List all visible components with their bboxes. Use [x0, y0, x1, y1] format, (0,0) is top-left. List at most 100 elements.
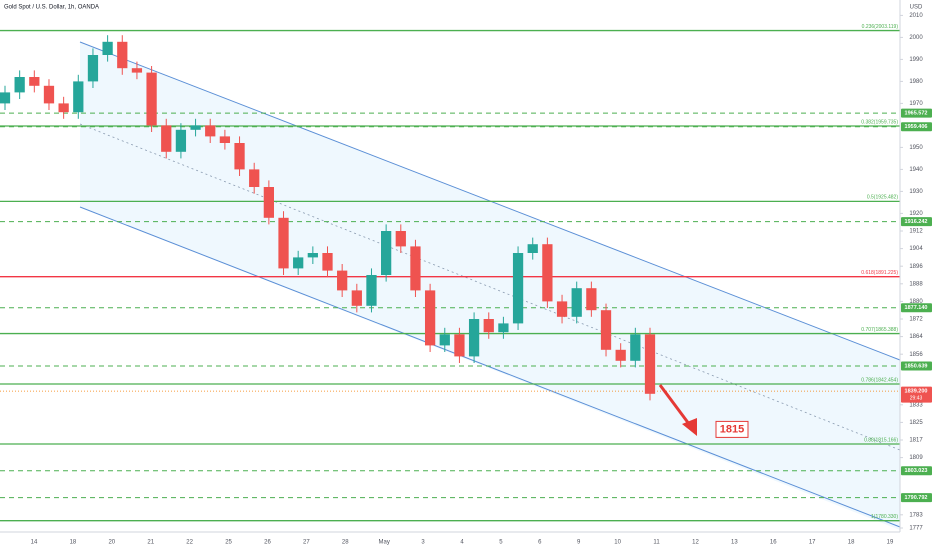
- last-price-badge: [901, 386, 932, 403]
- x-tick-label: 14: [31, 540, 38, 546]
- price-axis: [900, 0, 932, 550]
- y-tick-label: 1950: [909, 145, 923, 151]
- fib-label: 0.786(1842.454): [861, 377, 898, 383]
- target-box: [715, 420, 749, 438]
- price-badge: [901, 303, 932, 313]
- candle-body: [512, 253, 524, 324]
- x-tick-label: 26: [264, 540, 271, 546]
- x-tick-label: 16: [770, 540, 777, 546]
- y-tick-label: 1817: [909, 438, 923, 444]
- countdown: 29:43: [910, 395, 923, 401]
- candle-body: [600, 310, 612, 350]
- x-tick-label: 4: [460, 540, 464, 546]
- candle-body: [586, 288, 597, 311]
- candle-body: [175, 129, 187, 152]
- target-label: 1815: [720, 423, 744, 435]
- y-tick-label: 1880: [909, 299, 923, 305]
- candle-body: [73, 81, 84, 113]
- candle-body: [454, 334, 465, 357]
- channel-mid: [79, 123, 901, 451]
- y-tick-label: 1783: [909, 512, 923, 518]
- x-tick-label: 3: [421, 540, 425, 546]
- candle-body: [337, 270, 348, 291]
- candle-body: [556, 301, 568, 317]
- price-badge-label: 1877.140: [905, 305, 928, 311]
- candle-body: [29, 77, 40, 86]
- price-badge: [901, 493, 932, 503]
- y-tick-label: 1970: [909, 101, 923, 107]
- candle-body: [190, 125, 201, 130]
- y-tick-label: 2010: [909, 13, 923, 19]
- candle-body: [307, 253, 318, 258]
- y-tick-label: 1920: [909, 211, 923, 217]
- candle-body: [644, 334, 656, 394]
- price-badge: [901, 122, 932, 132]
- candle-body: [43, 85, 55, 104]
- candle-body: [527, 244, 538, 253]
- channel-lower: [79, 206, 901, 528]
- candle-body: [410, 246, 421, 291]
- x-tick-label: 28: [342, 540, 349, 546]
- y-tick-label: 1872: [909, 317, 923, 323]
- price-badge-label: 1803.023: [905, 468, 928, 474]
- x-tick-label: 18: [848, 540, 855, 546]
- x-tick-label: 10: [614, 540, 621, 546]
- x-tick-label: 17: [809, 540, 816, 546]
- candle-body: [263, 187, 274, 218]
- fib-label: 0.618(1891.225): [861, 270, 898, 276]
- candle-body: [498, 323, 509, 333]
- candle-body: [542, 244, 553, 302]
- currency: USD: [910, 5, 923, 11]
- y-tick-label: 1990: [909, 57, 923, 63]
- y-tick-label: 1888: [909, 281, 923, 287]
- candle-body: [249, 169, 260, 187]
- y-tick-label: 1904: [909, 246, 923, 252]
- time-axis: [0, 532, 900, 550]
- x-tick-label: 5: [499, 540, 503, 546]
- y-tick-label: 1940: [909, 167, 923, 173]
- y-tick-label: 1856: [909, 352, 923, 358]
- y-tick-label: 1980: [909, 79, 923, 85]
- price-badge-label: 1965.572: [905, 111, 928, 117]
- candle-body: [205, 125, 216, 137]
- y-tick-label: 1825: [909, 420, 923, 426]
- x-tick-label: May: [379, 540, 390, 546]
- x-tick-label: 18: [70, 540, 77, 546]
- candle-body: [234, 143, 245, 170]
- x-tick-label: 11: [653, 540, 660, 546]
- y-tick-label: 1864: [909, 334, 923, 340]
- candle-body: [483, 319, 494, 333]
- x-tick-label: 13: [731, 540, 738, 546]
- x-tick-label: 20: [108, 540, 115, 546]
- y-tick-label: 1809: [909, 455, 923, 461]
- x-tick-label: 27: [303, 540, 310, 546]
- x-tick-label: 22: [186, 540, 193, 546]
- price-badge-label: 1790.792: [905, 495, 928, 501]
- price-badge: [901, 466, 932, 476]
- candle-body: [131, 68, 143, 73]
- arrow: [658, 384, 694, 429]
- price-badge-label: 1916.242: [905, 219, 928, 225]
- fib-label: 0.707(1865.388): [861, 327, 898, 333]
- price-badge: [901, 217, 932, 227]
- y-tick-label: 1912: [909, 229, 923, 235]
- price-badge-label: 1959.406: [905, 124, 928, 130]
- fib-label: 0.88(1815.166): [864, 437, 898, 443]
- last-price-label: 1839.200: [905, 389, 928, 395]
- x-tick-label: 21: [147, 540, 154, 546]
- price-badge: [901, 108, 932, 118]
- x-tick-label: 9: [577, 540, 581, 546]
- candle-body: [219, 136, 231, 143]
- candle-body: [58, 103, 69, 113]
- channel-fill: [80, 42, 900, 530]
- candle-body: [424, 290, 436, 346]
- fib-label: 0.5(1925.482): [867, 195, 898, 201]
- y-tick-label: 2000: [909, 35, 923, 41]
- fib-label: 1(1780.330): [871, 514, 898, 520]
- candle-body: [14, 77, 25, 93]
- arrow-head: [682, 418, 697, 436]
- candle-body: [571, 288, 582, 317]
- fib-label: 0.236(2003.119): [862, 24, 899, 30]
- fib-label: 0.382(1959.735): [861, 119, 898, 125]
